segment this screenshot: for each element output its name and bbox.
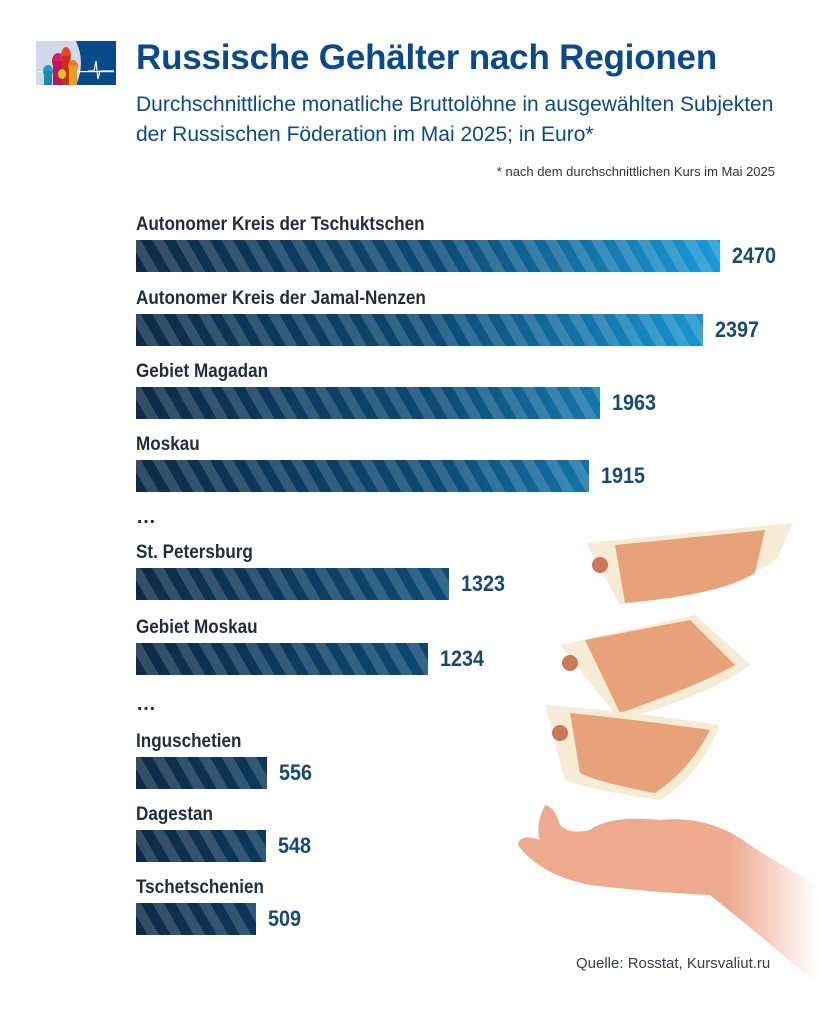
bar [136, 460, 589, 492]
category-label: Gebiet Magadan [136, 361, 269, 382]
value-label: 509 [268, 906, 302, 931]
category-label: Moskau [136, 434, 200, 455]
chart-subtitle: Durchschnittliche monatliche Bruttolöhne… [136, 93, 774, 146]
banknote-icon [545, 705, 720, 800]
value-label: 1323 [460, 571, 505, 596]
category-label: Tschetschenien [136, 877, 264, 898]
ellipsis-gap: … [136, 693, 156, 715]
value-label: 1963 [612, 390, 657, 415]
value-label: 2470 [732, 243, 777, 268]
bar [136, 314, 703, 346]
category-label: Autonomer Kreis der Jamal-Nenzen [136, 288, 426, 309]
value-label: 1234 [439, 646, 484, 671]
category-label: Gebiet Moskau [136, 617, 258, 638]
value-label: 548 [277, 833, 311, 858]
category-label: Autonomer Kreis der Tschuktschen [136, 214, 425, 235]
ellipsis-gap: … [136, 506, 156, 528]
currency-note: * nach dem durchschnittlichen Kurs im Ma… [496, 164, 775, 179]
value-label: 556 [279, 760, 313, 785]
bar [136, 643, 428, 675]
banknote-icon [586, 523, 793, 605]
chart-title: Russische Gehälter nach Regionen [136, 38, 717, 77]
category-label: Inguschetien [136, 731, 242, 752]
logo-kremlin-icon [36, 41, 116, 85]
bar [136, 903, 257, 935]
category-label: St. Petersburg [136, 542, 253, 563]
source-note: Quelle: Rosstat, Kursvaliut.ru [576, 955, 771, 972]
bar [136, 240, 720, 272]
banknote-icon [560, 615, 750, 720]
bar [136, 568, 449, 600]
value-label: 2397 [714, 317, 759, 342]
illustration [518, 523, 818, 985]
bar [136, 830, 266, 862]
hand-icon [518, 805, 818, 985]
bar [136, 387, 601, 419]
value-label: 1915 [600, 463, 645, 488]
category-label: Dagestan [136, 804, 213, 825]
bar [136, 757, 268, 789]
